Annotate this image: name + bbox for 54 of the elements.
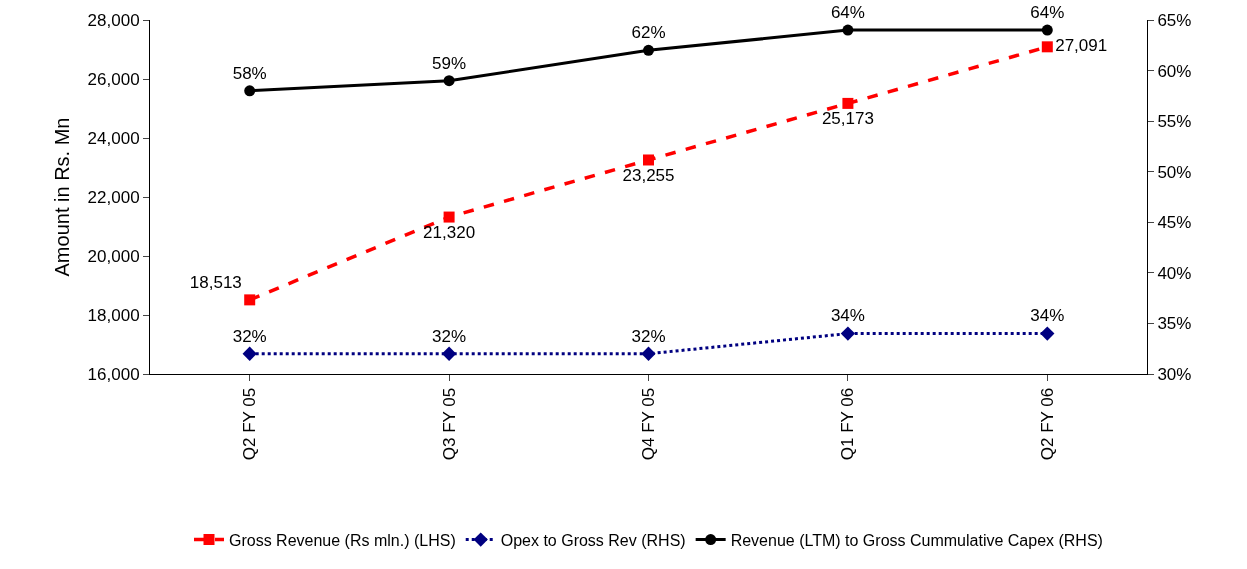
point	[840, 326, 856, 341]
point	[1041, 24, 1053, 36]
point	[643, 154, 654, 166]
data-label: 32%	[232, 326, 267, 346]
data-label: 59%	[432, 53, 467, 73]
y2-tick-label: 50%	[1157, 162, 1192, 182]
y-tick-label: 16,000	[87, 364, 140, 384]
x-tick-label: Q1 FY 06	[838, 387, 858, 461]
point	[443, 75, 455, 87]
data-label: 21,320	[423, 222, 476, 242]
y-tick-label: 20,000	[87, 246, 140, 266]
y2-tick-label: 35%	[1157, 314, 1192, 334]
y2-tick-label: 60%	[1157, 61, 1192, 81]
data-label: 62%	[631, 23, 666, 43]
point	[244, 85, 256, 97]
data-label: 58%	[232, 63, 267, 83]
data-label: 18,513	[189, 272, 242, 292]
data-label: 34%	[830, 306, 865, 326]
data-label: 64%	[1030, 2, 1065, 22]
y2-tick-label: 55%	[1157, 112, 1192, 132]
point	[1040, 326, 1055, 341]
x-tick-label: Q2 FY 06	[1037, 387, 1057, 461]
legend-label: Revenue (LTM) to Gross Cummulative Capex (RHS)	[730, 531, 1103, 549]
data-label: 23,255	[622, 165, 675, 185]
x-tick-label: Q3 FY 05	[439, 387, 459, 461]
point	[842, 97, 854, 109]
data-label: 32%	[432, 326, 467, 346]
legend-label: Gross Revenue (Rs mln.) (LHS)	[229, 531, 456, 549]
y-tick-label: 18,000	[87, 305, 140, 325]
y-tick-label: 26,000	[87, 69, 140, 89]
y-tick-label: 28,000	[87, 10, 140, 30]
point	[643, 44, 654, 56]
point	[441, 346, 457, 361]
point	[641, 346, 656, 361]
data-label: 32%	[631, 326, 666, 346]
y-tick-label: 24,000	[87, 128, 140, 148]
y2-tick-label: 30%	[1157, 364, 1192, 384]
x-tick-label: Q4 FY 05	[639, 387, 659, 461]
legend-label: Opex to Gross Rev (RHS)	[500, 531, 686, 549]
point	[1041, 41, 1053, 53]
data-label: 64%	[830, 2, 865, 22]
point	[842, 24, 854, 36]
y-axis-title: Amount in Rs. Mn	[51, 117, 74, 277]
data-label: 27,091	[1055, 36, 1108, 56]
y2-tick-label: 45%	[1157, 213, 1192, 233]
y2-tick-label: 40%	[1157, 263, 1192, 283]
y-tick-label: 22,000	[87, 187, 140, 207]
x-tick-label: Q2 FY 05	[240, 387, 260, 461]
point	[244, 294, 256, 306]
y2-tick-label: 65%	[1157, 10, 1192, 30]
point	[443, 211, 455, 223]
data-label: 34%	[1030, 306, 1065, 326]
data-label: 25,173	[821, 109, 874, 129]
point	[242, 346, 257, 361]
